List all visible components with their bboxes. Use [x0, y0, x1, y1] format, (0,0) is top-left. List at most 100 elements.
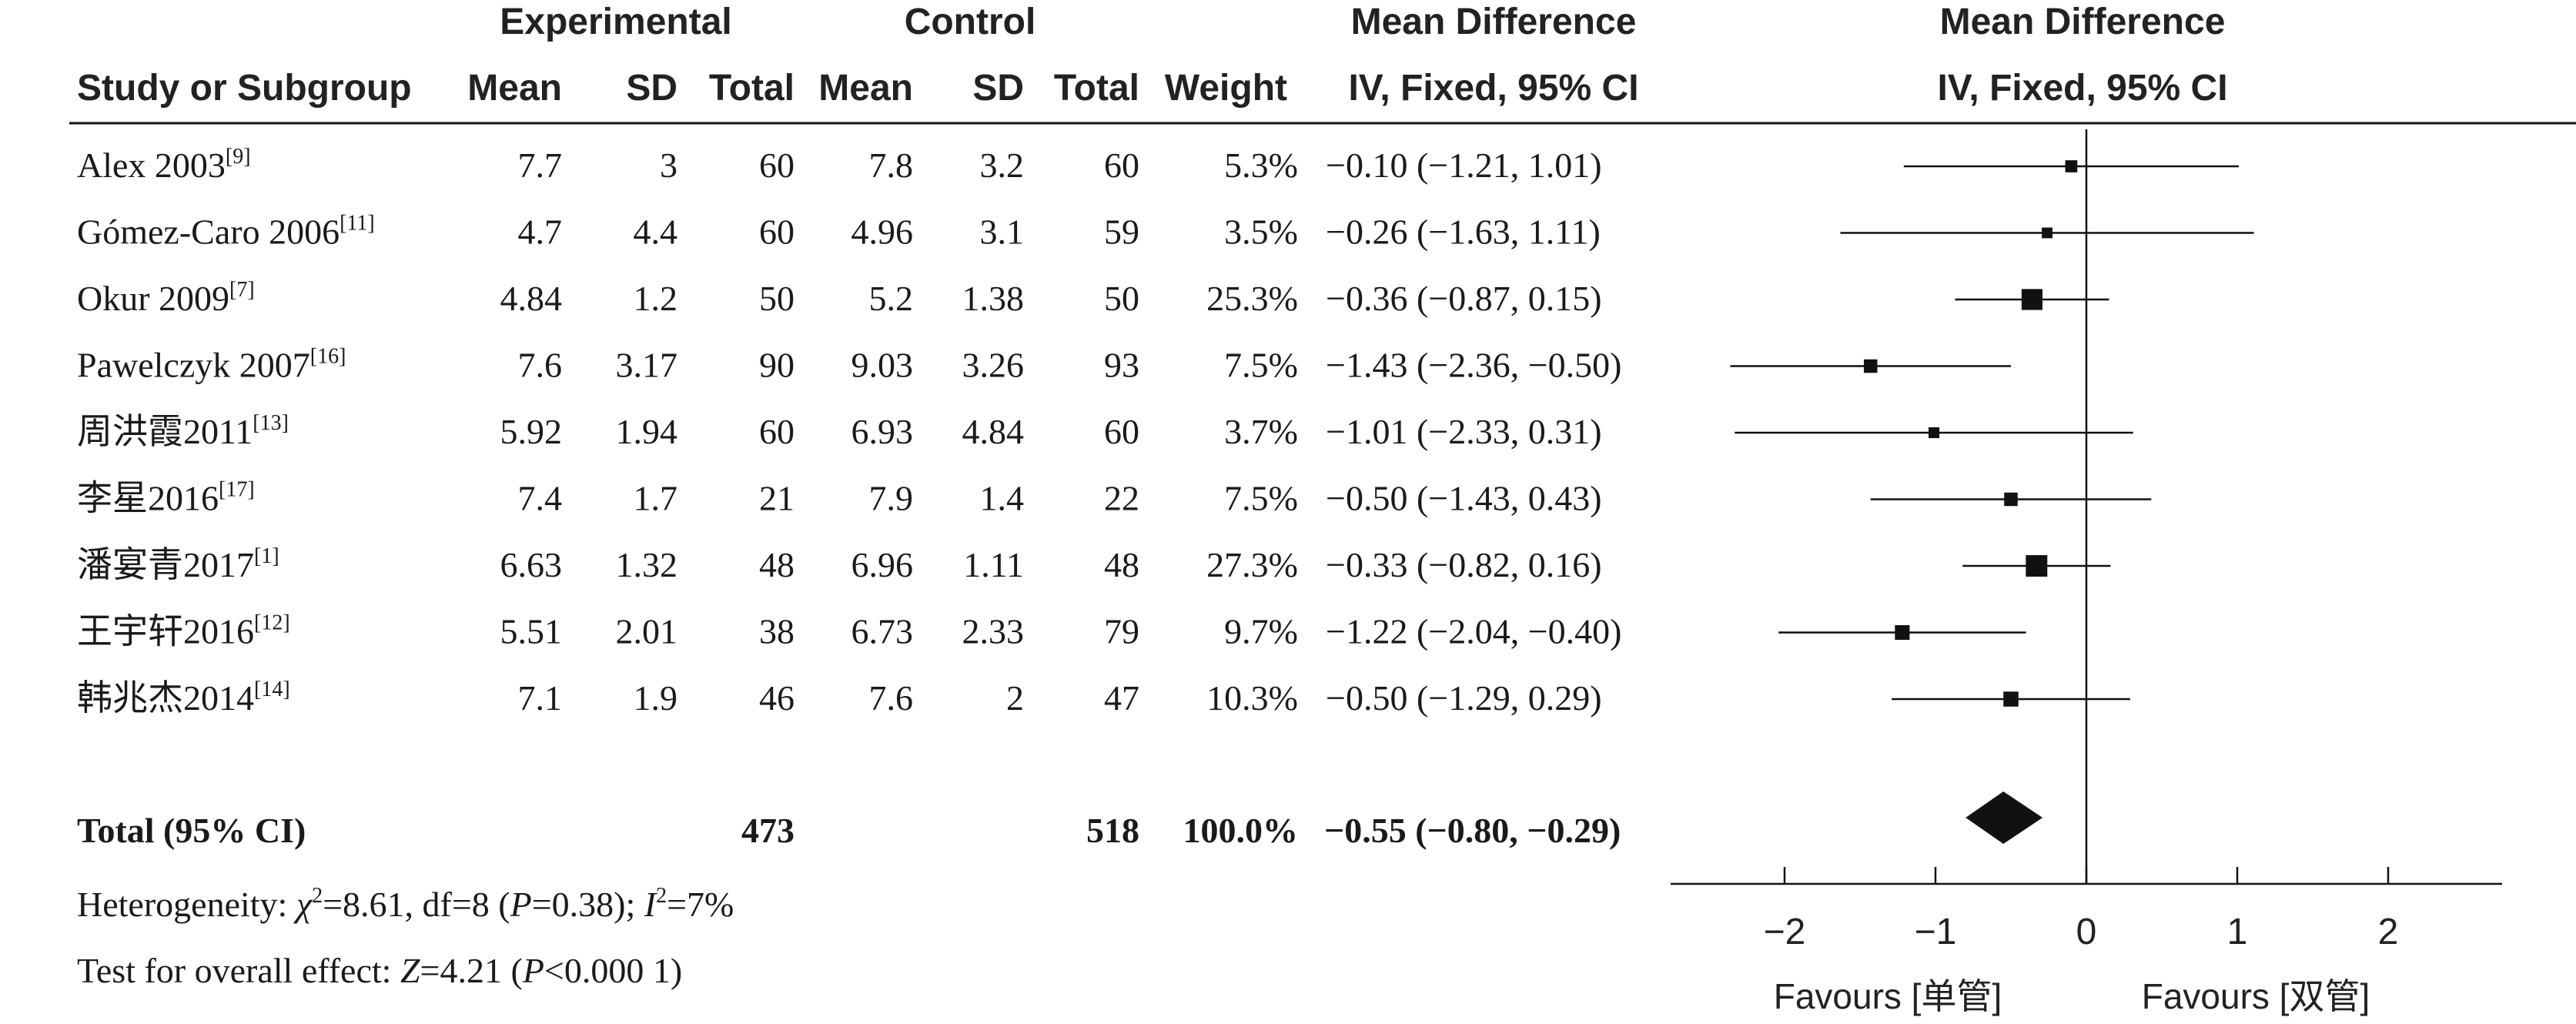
- cell-weight: 9.7%: [1224, 612, 1298, 651]
- cell-exp-sd: 4.4: [634, 212, 678, 252]
- study-reference: [7]: [229, 278, 255, 302]
- cell-ci: −0.26 (−1.63, 1.11): [1326, 212, 1601, 252]
- heterogeneity-i-superscript: 2: [656, 884, 667, 908]
- total-ci: −0.55 (−0.80, −0.29): [1324, 811, 1621, 850]
- study-reference: [11]: [340, 212, 375, 236]
- col-ctl-mean: Mean: [818, 68, 913, 109]
- overall-effect-p-symbol: P: [522, 951, 544, 990]
- cell-weight: 27.3%: [1206, 545, 1298, 584]
- heterogeneity-i-value: =7%: [667, 885, 734, 924]
- cell-ctl-mean: 9.03: [851, 346, 914, 385]
- x-tick-label: 0: [2076, 912, 2097, 952]
- cell-ctl-total: 47: [1104, 678, 1139, 718]
- cell-exp-mean: 7.1: [518, 678, 563, 718]
- study-rows: Alex 2003[9] 7.7 3 60 7.8 3.2 60 5.3% −0.10 (−1.…: [77, 145, 1621, 718]
- study-name: 韩兆杰2014[14]: [77, 678, 290, 718]
- plot-area: −2 −1 0 1 2: [1671, 129, 2502, 952]
- cell-ctl-sd: 4.84: [962, 412, 1025, 451]
- cell-ci: −0.36 (−0.87, 0.15): [1326, 279, 1602, 318]
- study-name: 潘宴青2017[1]: [77, 544, 279, 584]
- cell-ctl-total: 59: [1104, 212, 1139, 252]
- cell-exp-sd: 1.9: [634, 678, 678, 718]
- study-reference: [9]: [226, 145, 251, 169]
- study-reference: [17]: [219, 478, 255, 502]
- heterogeneity-p-symbol: P: [510, 885, 532, 924]
- total-label: Total (95% CI): [77, 811, 306, 850]
- cell-weight: 3.7%: [1224, 412, 1298, 451]
- study-name-text: 潘宴青2017: [77, 545, 254, 584]
- study-name-text: Pawelczyk 2007: [77, 346, 310, 385]
- cell-ctl-total: 50: [1104, 279, 1139, 318]
- study-name-text: Gómez-Caro 2006: [77, 212, 340, 252]
- x-tick-label: −1: [1915, 912, 1957, 952]
- table-row: Gómez-Caro 2006[11] 4.7 4.4 60 4.96 3.1 59 3.5%…: [77, 212, 1601, 252]
- table-row: 王宇轩2016[12] 5.51 2.01 38 6.73 2.33 79 9.7% −1.22…: [77, 611, 1621, 651]
- cell-exp-sd: 1.32: [616, 545, 678, 584]
- study-reference: [16]: [310, 345, 346, 369]
- study-name-text: 韩兆杰2014: [77, 678, 254, 718]
- x-tick-label: 2: [2378, 912, 2399, 952]
- total-exp-total: 473: [741, 811, 795, 850]
- cell-ctl-sd: 1.4: [980, 479, 1025, 518]
- cell-exp-total: 60: [759, 146, 795, 185]
- cell-exp-mean: 6.63: [500, 545, 563, 584]
- overall-effect-z-symbol: Z: [400, 951, 420, 990]
- cell-exp-sd: 2.01: [616, 612, 678, 651]
- study-name-text: 周洪霞2011: [77, 412, 253, 451]
- cell-ci: −0.50 (−1.43, 0.43): [1326, 479, 1602, 518]
- overall-effect-p-value: <0.000 1): [544, 951, 682, 990]
- cell-ci: −1.22 (−2.04, −0.40): [1326, 612, 1621, 651]
- cell-ctl-total: 60: [1104, 146, 1139, 185]
- total-weight: 100.0%: [1183, 811, 1299, 850]
- header-experimental: Experimental: [500, 2, 731, 42]
- overall-effect-text: Test for overall effect: Z=4.21 (P<0.000…: [77, 951, 682, 990]
- x-tick-label: −2: [1764, 912, 1806, 952]
- effect-marker: [1929, 427, 1940, 439]
- cell-ctl-sd: 2.33: [962, 612, 1025, 651]
- cell-ctl-mean: 7.8: [869, 146, 914, 185]
- overall-effect-z-value: =4.21 (: [420, 951, 523, 990]
- col-ctl-total: Total: [1054, 68, 1139, 109]
- study-name-text: Alex 2003: [77, 146, 226, 185]
- col-exp-mean: Mean: [467, 68, 562, 109]
- heterogeneity-p-value: =0.38);: [532, 885, 644, 924]
- col-ctl-sd: SD: [972, 68, 1024, 109]
- study-name: Pawelczyk 2007[16]: [77, 345, 346, 385]
- cell-exp-total: 38: [759, 612, 795, 651]
- cell-ci: −1.43 (−2.36, −0.50): [1326, 346, 1621, 385]
- study-name-text: 李星2016: [77, 479, 219, 518]
- cell-exp-mean: 5.51: [500, 612, 563, 651]
- col-exp-sd: SD: [626, 68, 677, 109]
- col-method: IV, Fixed, 95% CI: [1348, 68, 1638, 109]
- header-plot-mean-difference: Mean Difference: [1940, 2, 2226, 42]
- cell-ci: −0.50 (−1.29, 0.29): [1326, 678, 1602, 718]
- cell-weight: 10.3%: [1206, 678, 1298, 718]
- heterogeneity-chi-value: =8.61, df=8 (: [323, 885, 510, 924]
- cell-ctl-total: 48: [1104, 545, 1139, 584]
- study-reference: [1]: [254, 544, 279, 568]
- col-exp-total: Total: [709, 68, 795, 109]
- cell-exp-mean: 7.6: [518, 346, 563, 385]
- study-reference: [13]: [253, 411, 289, 435]
- effect-marker: [2004, 492, 2018, 507]
- heterogeneity-prefix: Heterogeneity:: [77, 885, 296, 924]
- cell-ctl-sd: 1.38: [962, 279, 1025, 318]
- cell-ctl-sd: 3.2: [980, 146, 1025, 185]
- cell-exp-sd: 1.7: [634, 479, 678, 518]
- favours-right: Favours [双管]: [2142, 976, 2370, 1016]
- header-control: Control: [905, 2, 1036, 42]
- cell-exp-total: 60: [759, 212, 795, 252]
- effect-marker: [2026, 555, 2048, 577]
- table-row: Okur 2009[7] 4.84 1.2 50 5.2 1.38 50 25.3% −0.36…: [77, 278, 1602, 318]
- cell-ctl-total: 93: [1104, 346, 1139, 385]
- header-mean-difference: Mean Difference: [1351, 2, 1637, 42]
- overall-effect-prefix: Test for overall effect:: [77, 951, 400, 990]
- cell-weight: 7.5%: [1224, 346, 1298, 385]
- cell-ci: −0.10 (−1.21, 1.01): [1326, 146, 1602, 185]
- effect-marker: [2021, 289, 2043, 310]
- heterogeneity-chi-symbol: χ: [293, 885, 313, 924]
- cell-exp-total: 60: [759, 412, 795, 451]
- cell-ctl-sd: 1.11: [963, 545, 1024, 584]
- cell-exp-total: 90: [759, 346, 795, 385]
- cell-exp-mean: 7.7: [518, 146, 563, 185]
